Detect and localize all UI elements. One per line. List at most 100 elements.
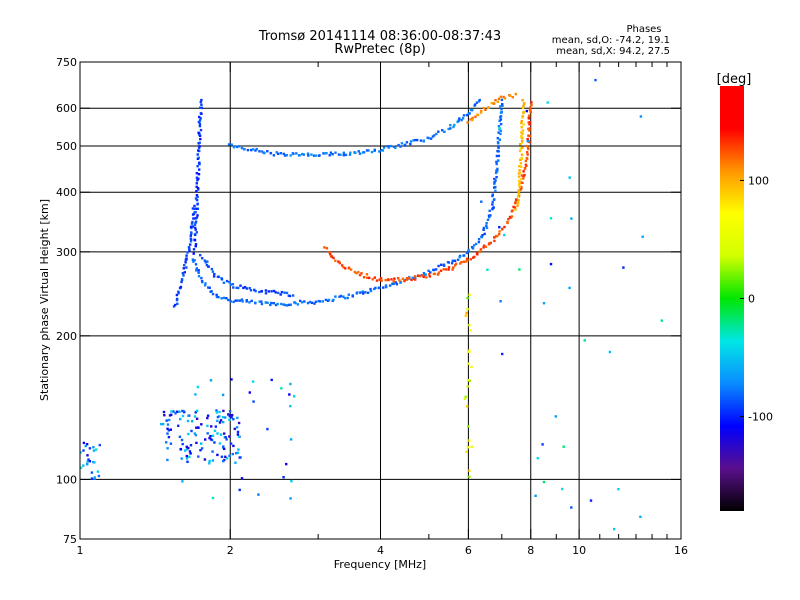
echo-point: [198, 133, 201, 136]
echo-point: [470, 365, 473, 369]
echo-point: [487, 106, 490, 109]
echo-point: [190, 231, 193, 234]
echo-point: [521, 146, 524, 149]
echo-point: [520, 156, 523, 160]
echo-point: [405, 278, 409, 281]
echo-point: [521, 129, 525, 132]
echo-point: [369, 287, 372, 291]
echo-point: [518, 182, 521, 185]
chart-subtitle: RwPretec (8p): [334, 42, 425, 57]
echo-point: [208, 286, 211, 289]
echo-point: [289, 154, 292, 157]
echo-point: [175, 410, 179, 413]
echo-point: [189, 452, 192, 455]
echo-point: [465, 257, 469, 260]
echo-point: [471, 118, 474, 122]
echo-point: [195, 176, 199, 179]
echo-point: [517, 179, 521, 183]
echo-point: [462, 114, 466, 117]
echo-point: [235, 145, 239, 149]
echo-point: [639, 515, 642, 518]
echo-point: [517, 202, 520, 205]
echo-point: [339, 294, 343, 298]
echo-point: [349, 151, 352, 154]
echo-point: [285, 304, 289, 307]
echo-point: [198, 119, 202, 122]
echo-point: [354, 151, 357, 155]
echo-point: [194, 220, 198, 223]
echo-point: [453, 259, 457, 262]
echo-point: [425, 276, 428, 279]
echo-point: [189, 240, 193, 243]
echo-point: [497, 154, 501, 158]
echo-point: [206, 416, 209, 420]
echo-point: [443, 130, 446, 133]
echo-point: [493, 181, 496, 184]
echo-point: [528, 108, 532, 111]
x-tick-label: 10: [572, 544, 586, 557]
echo-point: [466, 446, 470, 449]
echo-point: [568, 176, 571, 179]
echo-point: [184, 261, 187, 264]
echo-point: [235, 452, 238, 455]
echo-point: [206, 424, 209, 428]
echo-point: [479, 111, 483, 114]
echo-point: [227, 298, 230, 302]
echo-point: [583, 339, 586, 342]
echo-point: [516, 204, 519, 207]
echo-point: [497, 125, 501, 128]
echo-point: [467, 362, 470, 365]
echo-point: [181, 442, 184, 446]
echo-point: [498, 119, 501, 122]
echo-point: [570, 506, 573, 509]
echo-point: [520, 131, 523, 134]
echo-point: [522, 111, 525, 115]
echo-point: [231, 452, 234, 456]
echo-point: [329, 252, 332, 256]
echo-point: [201, 257, 204, 260]
echo-point: [289, 382, 292, 386]
echo-point: [222, 445, 225, 448]
echo-point: [520, 174, 524, 177]
echo-point: [203, 284, 207, 287]
echo-point: [468, 324, 471, 327]
echo-point: [519, 188, 522, 191]
echo-point: [86, 460, 89, 463]
echo-point: [437, 264, 440, 268]
echo-point: [180, 438, 184, 442]
echo-point: [193, 223, 197, 226]
y-tick-label: 500: [56, 140, 77, 153]
echo-point: [166, 423, 170, 426]
echo-point: [487, 214, 491, 217]
stats-line-x: mean, sd,X: 94.2, 27.5: [556, 46, 670, 57]
echo-point: [589, 499, 593, 502]
echo-point: [229, 283, 232, 286]
echo-point: [468, 475, 471, 478]
echo-point: [253, 288, 256, 292]
echo-point: [180, 278, 184, 281]
echo-point: [218, 410, 221, 414]
echo-point: [224, 455, 227, 458]
echo-point: [161, 422, 165, 426]
echo-point: [260, 290, 263, 293]
echo-point: [238, 299, 241, 302]
echo-point: [240, 298, 244, 301]
echo-point: [196, 207, 200, 210]
echo-point: [431, 135, 435, 138]
echo-point: [517, 199, 520, 202]
echo-point: [401, 277, 405, 280]
echo-point: [520, 121, 523, 125]
echo-point: [203, 458, 207, 461]
echo-point: [660, 319, 663, 322]
echo-point: [479, 248, 483, 251]
echo-point: [182, 274, 185, 277]
echo-point: [220, 278, 224, 281]
echo-point: [529, 110, 532, 114]
echo-point: [195, 216, 199, 219]
echo-points: [79, 78, 663, 531]
echo-point: [197, 177, 200, 180]
echo-point: [200, 98, 203, 102]
echo-point: [97, 474, 101, 478]
echo-point: [541, 443, 544, 446]
echo-point: [243, 148, 246, 151]
